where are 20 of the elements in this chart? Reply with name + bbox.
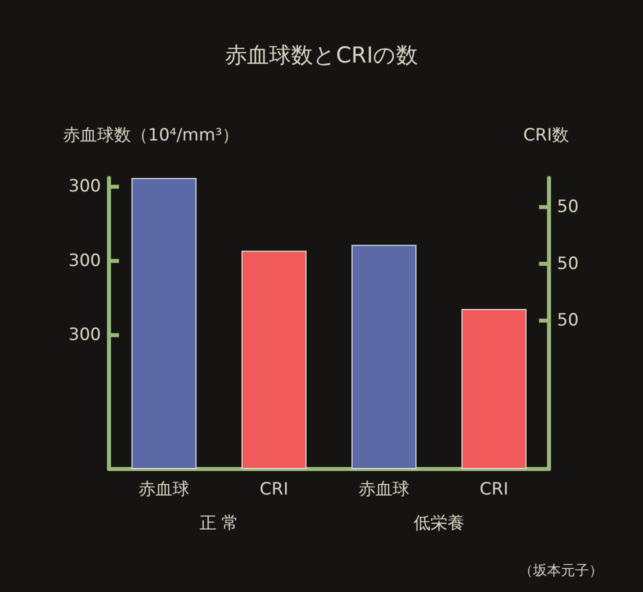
x-tick-label: 赤血球 bbox=[138, 480, 190, 500]
chart-title: 赤血球数とCRIの数 bbox=[224, 44, 418, 68]
y2-axis-title: CRI数 bbox=[523, 126, 569, 146]
text: 300 bbox=[68, 325, 101, 346]
bar bbox=[462, 308, 526, 469]
text: 低栄養 bbox=[414, 514, 464, 534]
text: 300 bbox=[68, 176, 101, 197]
text: 50 bbox=[557, 310, 579, 331]
x-tick-label: 赤血球 bbox=[358, 480, 410, 500]
text: 50 bbox=[557, 254, 579, 274]
bar bbox=[242, 250, 306, 469]
text: 正 常 bbox=[199, 514, 239, 534]
x-tick-label: CRI bbox=[260, 480, 288, 500]
text: 300 bbox=[68, 250, 101, 271]
bar bbox=[132, 178, 196, 469]
x-tick-label: CRI bbox=[480, 480, 508, 500]
bar bbox=[352, 244, 416, 469]
y-axis-title: 赤血球数（10⁴/mm³） bbox=[63, 126, 240, 146]
text: 50 bbox=[557, 197, 579, 218]
text: （坂本元子） bbox=[519, 563, 603, 579]
